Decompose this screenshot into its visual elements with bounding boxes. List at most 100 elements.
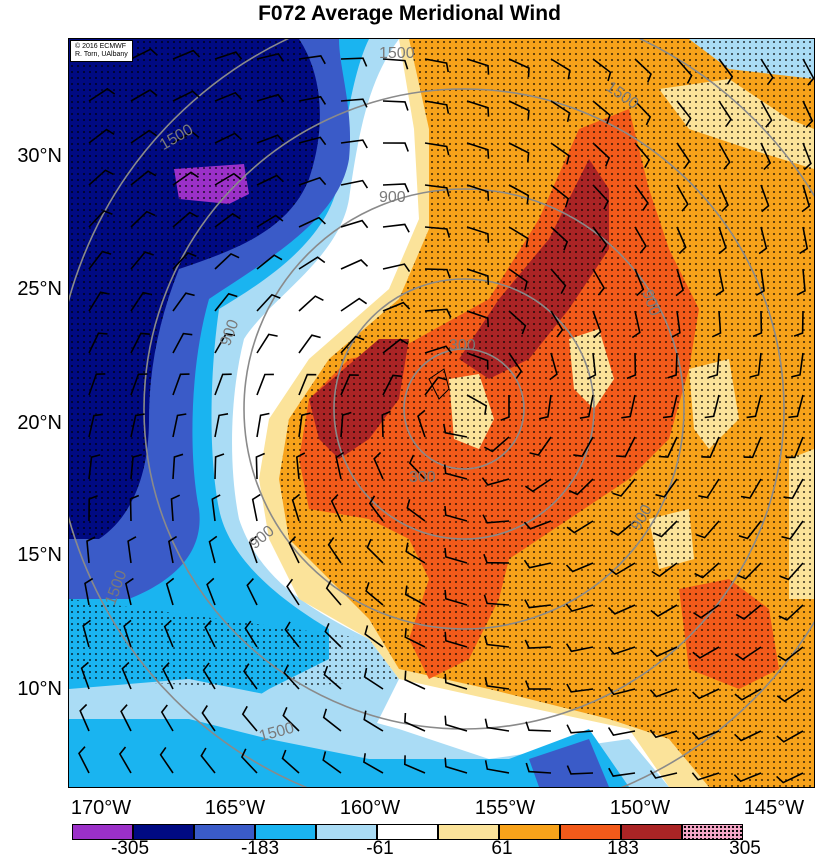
- wind-barb: [695, 520, 720, 539]
- wind-barb: [691, 772, 720, 781]
- wind-barb: [566, 520, 594, 534]
- wind-barb: [382, 58, 409, 70]
- wind-barb: [612, 478, 636, 497]
- colorbar-cell: [72, 824, 133, 840]
- wind-barb: [256, 254, 283, 270]
- wind-barb: [565, 562, 594, 573]
- wind-barb: [255, 452, 266, 480]
- wind-barb: [508, 310, 527, 335]
- wind-barbs: [78, 47, 814, 784]
- wind-barb: [123, 619, 132, 648]
- wind-barb: [172, 251, 197, 270]
- wind-barb: [121, 661, 132, 690]
- wind-barb: [566, 765, 594, 775]
- wind-barb: [691, 730, 720, 740]
- wind-barb: [373, 451, 384, 480]
- wind-barb: [382, 301, 411, 312]
- wind-barb: [86, 536, 96, 564]
- wind-barb: [172, 332, 193, 354]
- wind-barb: [298, 216, 326, 228]
- wind-barb: [288, 536, 300, 564]
- wind-barb: [508, 100, 530, 120]
- wind-barb: [298, 55, 326, 65]
- wind-barb: [676, 184, 689, 212]
- wind-barb: [616, 436, 636, 458]
- wind-barb: [404, 670, 426, 690]
- wind-barb: [443, 464, 468, 480]
- colorbar-label: -305: [110, 838, 150, 859]
- wind-barb: [649, 729, 678, 739]
- wind-barb: [550, 184, 570, 208]
- wind-barb: [749, 352, 762, 378]
- wind-barb: [692, 688, 720, 700]
- wind-barb: [88, 495, 98, 522]
- wind-barb: [298, 136, 327, 146]
- wind-barb: [466, 58, 490, 75]
- wind-barb: [779, 562, 804, 581]
- wind-barb: [340, 219, 369, 229]
- wind-barb: [760, 184, 770, 213]
- contour-label: 1500: [379, 45, 415, 62]
- wind-barb: [508, 226, 529, 248]
- wind-barb: [404, 712, 426, 732]
- wind-barb: [424, 345, 453, 354]
- colorbar-label: -61: [366, 838, 394, 859]
- wind-barb: [256, 214, 284, 228]
- wind-barb: [760, 100, 773, 128]
- wind-barb: [760, 142, 772, 171]
- wind-barb: [785, 436, 804, 459]
- wind-barb: [214, 373, 232, 396]
- wind-barb: [676, 100, 692, 127]
- wind-barb: [738, 520, 762, 540]
- contour-label: 300: [449, 337, 476, 354]
- wind-barb: [214, 252, 240, 270]
- wind-barb: [484, 635, 510, 648]
- wind-barb: [424, 376, 448, 396]
- wind-barb: [573, 436, 594, 458]
- wind-barb: [607, 604, 636, 615]
- wind-barb: [162, 662, 174, 690]
- wind-barb: [508, 352, 523, 380]
- wind-barb: [291, 493, 301, 522]
- wind-barb: [214, 333, 236, 354]
- wind-barb: [130, 170, 157, 186]
- wind-barb: [130, 129, 158, 144]
- wind-barb: [246, 578, 258, 606]
- wind-barb: [740, 478, 762, 499]
- wind-barb: [550, 100, 571, 122]
- wind-barb: [204, 620, 216, 648]
- map-panel: 1500 1500 1500 900 900 900 900 900 300 3…: [68, 38, 815, 788]
- wind-barb: [406, 499, 426, 522]
- wind-barb: [755, 268, 765, 296]
- wind-barb: [172, 90, 200, 102]
- wind-barb: [251, 493, 261, 522]
- wind-barb: [466, 100, 490, 117]
- wind-barb: [508, 268, 528, 291]
- wind-barb: [621, 394, 636, 419]
- wind-barb: [524, 478, 552, 493]
- wind-barb: [340, 411, 352, 438]
- contour-label: 900: [379, 189, 406, 206]
- wind-barb: [776, 688, 804, 703]
- wind-barb: [424, 308, 452, 318]
- colorbar-cell: [438, 824, 499, 840]
- wind-barb: [88, 169, 114, 186]
- wind-barb: [566, 724, 594, 734]
- lat-label-10n: 10°N: [17, 678, 62, 700]
- wind-barb: [634, 226, 647, 254]
- wind-barb: [783, 478, 804, 500]
- wind-barb: [256, 333, 278, 354]
- wind-barb: [802, 100, 814, 128]
- wind-barb: [466, 310, 489, 328]
- wind-barb: [658, 436, 678, 458]
- wind-barb: [403, 755, 426, 774]
- wind-barb: [200, 747, 216, 774]
- wind-barb: [424, 100, 450, 114]
- colorbar-cell: [316, 824, 377, 840]
- credit-box: © 2016 ECMWF R. Torn, UAlbany: [70, 40, 133, 62]
- wind-barb: [172, 373, 190, 396]
- wind-barb: [382, 338, 409, 354]
- wind-barb: [735, 604, 762, 620]
- wind-barb: [366, 538, 384, 564]
- colorbar-cell: [194, 824, 255, 840]
